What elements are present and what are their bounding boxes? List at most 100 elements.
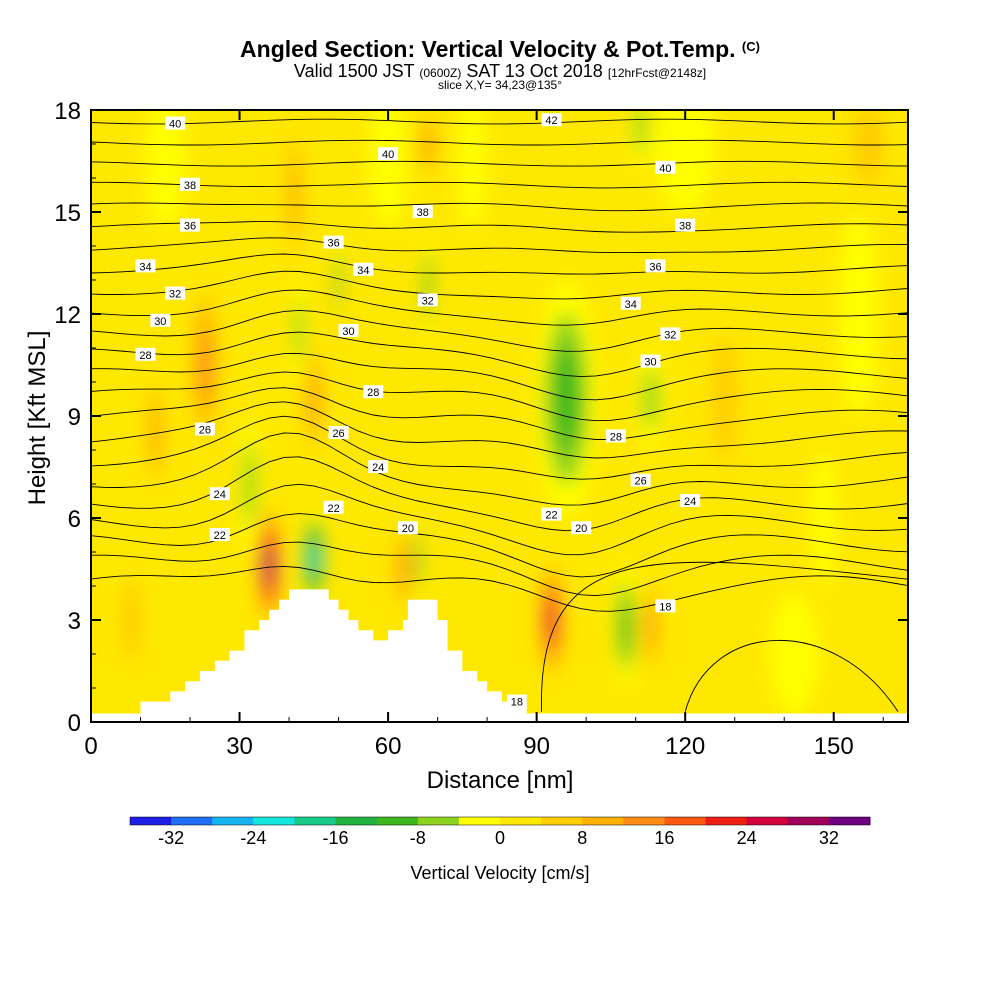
contour-label: 42 bbox=[541, 113, 562, 127]
contour-label: 20 bbox=[571, 521, 592, 535]
velocity-cell-level bbox=[553, 346, 580, 452]
contour-label: 34 bbox=[620, 296, 641, 311]
theta-contour bbox=[91, 118, 908, 125]
svg-text:40: 40 bbox=[169, 119, 181, 131]
theta-contour bbox=[541, 561, 908, 712]
svg-text:15: 15 bbox=[54, 200, 81, 227]
svg-text:26: 26 bbox=[634, 476, 646, 488]
colorbar-tick-label: 32 bbox=[819, 828, 839, 848]
velocity-cell bbox=[640, 572, 661, 682]
contour-label: 40 bbox=[655, 160, 676, 175]
contour-labels: 40 40 42 40 38 38 38 36 36 36 34 34 34 32 32 32 30 30 30 28… bbox=[135, 113, 701, 709]
svg-text:0: 0 bbox=[68, 710, 81, 737]
velocity-cell-level bbox=[121, 578, 140, 662]
colorbar-swatch bbox=[294, 817, 337, 825]
svg-text:34: 34 bbox=[625, 299, 637, 311]
svg-text:30: 30 bbox=[226, 733, 253, 760]
svg-text:32: 32 bbox=[169, 289, 181, 301]
colorbar-tick-label: 0 bbox=[495, 828, 505, 848]
colorbar-tick-label: -24 bbox=[240, 828, 266, 848]
velocity-cell bbox=[536, 555, 567, 685]
svg-text:24: 24 bbox=[684, 496, 696, 508]
velocity-cell-level bbox=[655, 110, 715, 212]
contour-label: 18 bbox=[655, 599, 676, 613]
contour-label: 24 bbox=[680, 494, 701, 508]
velocity-cell bbox=[239, 416, 260, 552]
colorbar-swatch bbox=[828, 817, 871, 825]
velocity-cell bbox=[412, 110, 443, 185]
velocity-cell bbox=[283, 110, 305, 280]
terrain bbox=[91, 589, 908, 722]
theta-contour bbox=[91, 565, 908, 612]
svg-text:34: 34 bbox=[357, 265, 369, 277]
svg-text:6: 6 bbox=[68, 506, 81, 533]
plot-area: 40 40 42 40 38 38 38 36 36 36 34 34 34 32 32 32 30 30 30 28… bbox=[91, 110, 908, 722]
contour-label: 22 bbox=[541, 507, 562, 522]
velocity-cell bbox=[630, 110, 651, 168]
velocity-cell-level bbox=[769, 592, 819, 716]
chart-title: Angled Section: Vertical Velocity & Pot.… bbox=[240, 36, 760, 62]
velocity-cell-level bbox=[853, 110, 884, 186]
velocity-cell-level bbox=[838, 212, 879, 416]
svg-text:12: 12 bbox=[54, 302, 81, 329]
svg-text:60: 60 bbox=[375, 733, 402, 760]
theta-contour bbox=[91, 401, 908, 459]
velocity-cell-level bbox=[145, 110, 186, 229]
contour-label: 20 bbox=[397, 521, 418, 535]
y-tick: 18 bbox=[54, 98, 908, 125]
x-tick: 30 bbox=[226, 110, 253, 760]
velocity-cell-level bbox=[620, 599, 632, 654]
velocity-cell-level bbox=[310, 375, 318, 423]
svg-text:40: 40 bbox=[382, 149, 394, 161]
velocity-cell bbox=[413, 518, 422, 600]
svg-text:18: 18 bbox=[511, 697, 523, 709]
x-axis-label: Distance [nm] bbox=[426, 767, 574, 794]
svg-text:36: 36 bbox=[649, 261, 661, 273]
colorbar: -32 -24 -16 -8 0 8 16 24 32 bbox=[129, 816, 871, 848]
svg-text:28: 28 bbox=[139, 350, 151, 362]
velocity-cell bbox=[457, 110, 488, 229]
contour-label: 32 bbox=[165, 286, 186, 301]
svg-text:24: 24 bbox=[214, 489, 226, 501]
svg-text:0: 0 bbox=[84, 733, 97, 760]
svg-text:20: 20 bbox=[402, 523, 414, 535]
velocity-cell bbox=[843, 110, 894, 212]
velocity-cell bbox=[838, 212, 879, 416]
svg-text:32: 32 bbox=[422, 295, 434, 307]
x-tick: 120 bbox=[665, 110, 705, 760]
contour-label: 28 bbox=[363, 385, 384, 399]
svg-text:120: 120 bbox=[665, 733, 705, 760]
colorbar-label: Vertical Velocity [cm/s] bbox=[410, 863, 590, 883]
svg-text:28: 28 bbox=[610, 431, 622, 443]
colorbar-swatch bbox=[458, 817, 501, 825]
svg-text:9: 9 bbox=[68, 404, 81, 431]
contour-label: 40 bbox=[378, 147, 399, 161]
svg-text:26: 26 bbox=[332, 428, 344, 440]
colorbar-swatch bbox=[253, 817, 295, 825]
theta-contour bbox=[91, 432, 908, 506]
colorbar-swatch bbox=[335, 817, 378, 825]
velocity-cell-level bbox=[368, 110, 408, 229]
svg-text:28: 28 bbox=[367, 387, 379, 399]
svg-text:18: 18 bbox=[659, 601, 671, 613]
velocity-cell bbox=[393, 518, 413, 620]
contour-label: 28 bbox=[135, 347, 156, 362]
colorbar-swatch bbox=[417, 817, 460, 825]
svg-text:38: 38 bbox=[417, 207, 429, 219]
velocity-cell-level bbox=[712, 336, 737, 462]
svg-text:3: 3 bbox=[68, 608, 81, 635]
contour-label: 24 bbox=[368, 460, 389, 474]
copyright-mark: (C) bbox=[741, 39, 760, 54]
velocity-cell bbox=[291, 280, 307, 382]
velocity-cell-level bbox=[243, 442, 256, 526]
contour-label: 22 bbox=[323, 500, 344, 515]
theta-contour bbox=[684, 640, 899, 713]
colorbar-tick-label: 8 bbox=[577, 828, 587, 848]
svg-text:26: 26 bbox=[199, 425, 211, 437]
svg-text:150: 150 bbox=[814, 733, 854, 760]
contour-label: 38 bbox=[180, 177, 201, 192]
theta-contour bbox=[91, 160, 908, 167]
theta-contour bbox=[91, 456, 908, 532]
theta-contour bbox=[91, 221, 908, 233]
contour-label: 36 bbox=[323, 235, 344, 250]
